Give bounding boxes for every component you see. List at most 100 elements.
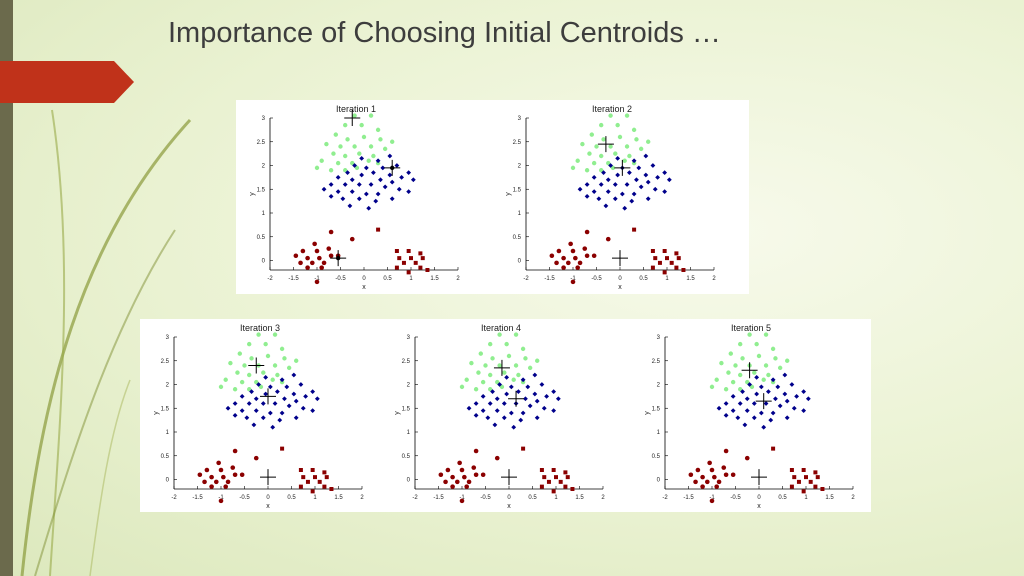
data-point-red [570, 279, 576, 285]
data-point-red [298, 484, 303, 489]
data-point-green [594, 144, 599, 149]
y-tick-label: 2 [518, 164, 522, 170]
y-tick-label: 2 [407, 383, 411, 389]
chart-title: Iteration 4 [480, 323, 522, 333]
data-point-blue [368, 182, 374, 187]
data-point-blue [380, 165, 386, 171]
data-point-green [343, 153, 348, 159]
y-tick-label: 1.5 [402, 406, 411, 412]
data-point-blue [551, 389, 557, 395]
data-point-green [499, 384, 505, 390]
data-point-green [733, 363, 738, 368]
data-point-blue [232, 401, 238, 406]
data-point-green [785, 358, 790, 363]
data-point-red [808, 479, 813, 484]
x-tick-label: -0.5 [335, 276, 346, 282]
data-point-green [535, 358, 540, 363]
data-point-red [591, 253, 597, 259]
data-point-green [777, 365, 783, 371]
data-point-green [476, 370, 481, 375]
data-point-blue [737, 401, 743, 406]
data-point-blue [298, 382, 304, 387]
data-point-green [520, 346, 526, 352]
data-point-blue [544, 393, 549, 399]
centroid-dot [335, 255, 341, 261]
data-point-green [270, 377, 275, 382]
data-point-red [700, 484, 705, 489]
data-point-blue [805, 396, 811, 402]
data-point-green [218, 384, 224, 390]
data-point-blue [520, 410, 526, 416]
data-point-blue [516, 389, 521, 395]
data-point-red [570, 487, 575, 491]
data-point-red [549, 253, 555, 259]
x-axis-label: x [757, 503, 761, 510]
data-point-red [676, 256, 681, 261]
x-tick-label: 1 [665, 276, 669, 282]
x-tick-label: 0 [757, 495, 761, 501]
data-point-blue [584, 193, 590, 199]
data-point-blue [643, 153, 649, 159]
data-point-red [771, 446, 776, 451]
x-tick-label: 2 [601, 495, 605, 501]
data-point-green [368, 113, 374, 118]
data-point-blue [794, 393, 799, 399]
data-point-blue [534, 398, 540, 404]
y-tick-label: 2.5 [513, 140, 522, 146]
data-point-blue [645, 179, 651, 185]
data-point-red [445, 467, 451, 473]
data-point-green [617, 134, 623, 140]
x-tick-label: -1 [218, 495, 224, 501]
data-point-green [523, 356, 528, 361]
data-point-red [457, 460, 462, 466]
data-point-red [551, 489, 556, 494]
data-point-green [589, 132, 594, 137]
data-point-red [551, 468, 556, 472]
data-point-blue [314, 396, 320, 402]
data-point-green [279, 346, 285, 352]
data-point-red [566, 260, 571, 266]
data-point-blue [791, 405, 797, 411]
data-point-red [542, 475, 547, 480]
data-point-blue [504, 391, 510, 397]
data-point-red [216, 460, 221, 466]
x-tick-label: 1 [554, 495, 558, 501]
data-point-blue [723, 412, 729, 418]
data-point-red [232, 448, 238, 454]
data-point-blue [225, 405, 231, 411]
chart-iteration-3: Iteration 3 -2 -1.5 -1 -0.5 0 0.5 1 1.5 2 0 0.5 1 1.… [140, 319, 380, 512]
data-point-blue [396, 186, 402, 192]
data-point-green [527, 365, 533, 371]
y-tick-label: 0 [407, 478, 411, 484]
data-point-blue [768, 417, 774, 423]
data-point-green [723, 387, 729, 392]
data-point-red [314, 279, 320, 285]
data-point-blue [272, 401, 278, 406]
data-point-red [681, 268, 686, 272]
data-point-green [361, 134, 367, 140]
y-tick-label: 2.5 [652, 359, 661, 365]
data-point-blue [508, 410, 514, 416]
data-point-blue [789, 382, 795, 387]
data-point-green [354, 165, 360, 171]
data-point-blue [256, 382, 261, 387]
data-point-blue [511, 424, 517, 430]
data-point-red [789, 484, 794, 489]
data-point-blue [253, 396, 259, 402]
x-tick-label: 0.5 [639, 276, 648, 282]
data-point-blue [763, 401, 769, 406]
data-point-blue [532, 372, 538, 378]
y-tick-label: 0 [657, 478, 661, 484]
y-tick-label: 1 [166, 430, 170, 436]
data-point-blue [662, 170, 668, 176]
data-point-red [397, 256, 402, 261]
data-point-green [511, 377, 516, 382]
data-point-blue [253, 408, 259, 414]
data-point-red [406, 270, 411, 275]
data-point-blue [263, 374, 269, 380]
data-point-red [349, 236, 355, 242]
data-point-red [556, 248, 562, 254]
data-point-green [638, 146, 644, 152]
data-point-blue [291, 391, 297, 397]
data-point-blue [504, 374, 510, 380]
